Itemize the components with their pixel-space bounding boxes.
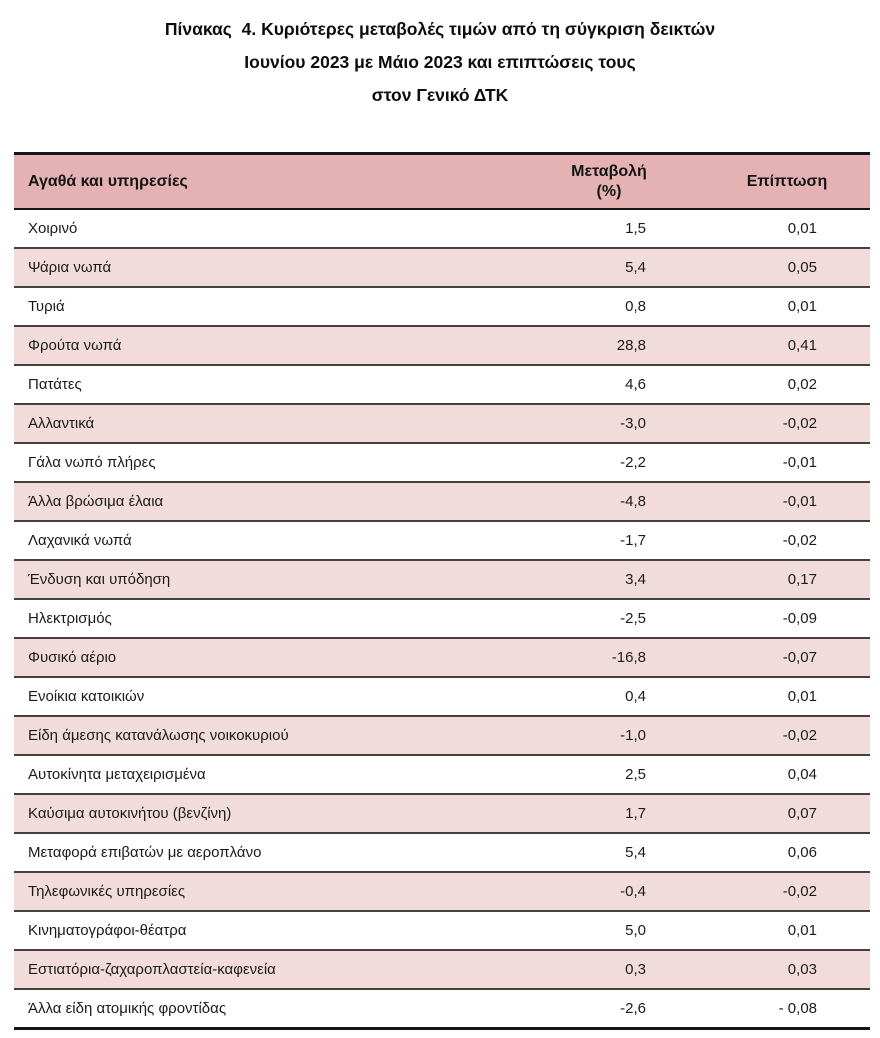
- column-header-impact: Επίπτωση: [746, 172, 828, 190]
- table-row: Λαχανικά νωπά -1,7 -0,02: [14, 521, 870, 560]
- table-body: Χοιρινό 1,5 0,01 Ψάρια νωπά 5,4 0,05 Τυρ…: [14, 209, 870, 1029]
- row-label: Άλλα βρώσιμα έλαια: [28, 493, 164, 510]
- row-impact: 0,04: [787, 766, 817, 783]
- row-change: -2,5: [620, 610, 646, 627]
- row-label: Ενοίκια κατοικιών: [28, 688, 145, 705]
- table-row: Πατάτες 4,6 0,02: [14, 365, 870, 404]
- table-row: Καύσιμα αυτοκινήτου (βενζίνη) 1,7 0,07: [14, 794, 870, 833]
- table-row: Άλλα είδη ατομικής φροντίδας -2,6 - 0,08: [14, 989, 870, 1029]
- table-row: Γάλα νωπό πλήρες -2,2 -0,01: [14, 443, 870, 482]
- row-impact: -0,01: [782, 493, 817, 510]
- row-label: Τυριά: [28, 298, 65, 315]
- row-change: 0,8: [625, 298, 646, 315]
- table-row: Εστιατόρια-ζαχαροπλαστεία-καφενεία 0,3 0…: [14, 950, 870, 989]
- table-row: Κινηματογράφοι-θέατρα 5,0 0,01: [14, 911, 870, 950]
- row-label: Ηλεκτρισμός: [28, 610, 112, 627]
- row-change: 5,4: [625, 844, 646, 861]
- table-row: Ενοίκια κατοικιών 0,4 0,01: [14, 677, 870, 716]
- row-label: Κινηματογράφοι-θέατρα: [28, 922, 187, 939]
- table-row: Αυτοκίνητα μεταχειρισμένα 2,5 0,04: [14, 755, 870, 794]
- row-change: 0,3: [625, 961, 646, 978]
- row-label: Φρούτα νωπά: [28, 337, 122, 354]
- row-change: -3,0: [620, 415, 646, 432]
- table-row: Φυσικό αέριο -16,8 -0,07: [14, 638, 870, 677]
- table-row: Τηλεφωνικές υπηρεσίες -0,4 -0,02: [14, 872, 870, 911]
- row-impact: 0,01: [787, 922, 817, 939]
- row-label: Είδη άμεσης κατανάλωσης νοικοκυριού: [28, 727, 289, 744]
- row-change: -2,6: [620, 1000, 646, 1017]
- row-label: Αλλαντικά: [28, 415, 95, 432]
- row-change: 28,8: [616, 337, 646, 354]
- row-impact: -0,09: [782, 610, 817, 627]
- row-impact: -0,07: [782, 649, 817, 666]
- title-line-2: Ιουνίου 2023 με Μάιο 2023 και επιπτώσεις…: [244, 52, 636, 72]
- table-row: Είδη άμεσης κατανάλωσης νοικοκυριού -1,0…: [14, 716, 870, 755]
- row-label: Άλλα είδη ατομικής φροντίδας: [28, 1000, 227, 1017]
- column-header-change-word: Μεταβολή: [571, 162, 647, 180]
- column-header-goods: Αγαθά και υπηρεσίες: [28, 172, 188, 190]
- row-label: Λαχανικά νωπά: [28, 532, 132, 549]
- table-row: Χοιρινό 1,5 0,01: [14, 209, 870, 248]
- row-impact: 0,17: [787, 571, 817, 588]
- row-label: Ένδυση και υπόδηση: [28, 571, 171, 588]
- row-label: Τηλεφωνικές υπηρεσίες: [28, 883, 186, 900]
- row-label: Γάλα νωπό πλήρες: [28, 454, 156, 471]
- row-label: Εστιατόρια-ζαχαροπλαστεία-καφενεία: [28, 961, 276, 978]
- row-change: -1,0: [620, 727, 646, 744]
- row-label: Ψάρια νωπά: [28, 259, 112, 276]
- row-impact: 0,05: [787, 259, 817, 276]
- row-change: 5,4: [625, 259, 646, 276]
- table-header-row: Αγαθά και υπηρεσίες Μεταβολή (%) Επίπτωση: [14, 153, 870, 210]
- page: { "title": { "line1": "Πίνακας 4. Κυριότ…: [0, 13, 880, 1038]
- row-impact: 0,03: [787, 961, 817, 978]
- column-header-change: Μεταβολή (%): [514, 154, 704, 210]
- row-change: 1,5: [625, 220, 646, 237]
- title-line-1: Πίνακας 4. Κυριότερες μεταβολές τιμών απ…: [164, 19, 716, 39]
- row-label: Πατάτες: [28, 376, 82, 393]
- table-row: Μεταφορά επιβατών με αεροπλάνο 5,4 0,06: [14, 833, 870, 872]
- row-impact: 0,07: [787, 805, 817, 822]
- row-impact: -0,02: [782, 415, 817, 432]
- price-changes-table: Αγαθά και υπηρεσίες Μεταβολή (%) Επίπτωση…: [14, 152, 870, 1030]
- row-change: -16,8: [611, 649, 646, 666]
- table-row: Ένδυση και υπόδηση 3,4 0,17: [14, 560, 870, 599]
- row-label: Μεταφορά επιβατών με αεροπλάνο: [28, 844, 262, 861]
- table-row: Ψάρια νωπά 5,4 0,05: [14, 248, 870, 287]
- row-change: 1,7: [625, 805, 646, 822]
- row-impact: 0,06: [787, 844, 817, 861]
- row-impact: -0,01: [782, 454, 817, 471]
- table-row: Τυριά 0,8 0,01: [14, 287, 870, 326]
- row-impact: -0,02: [782, 727, 817, 744]
- table-row: Άλλα βρώσιμα έλαια -4,8 -0,01: [14, 482, 870, 521]
- row-label: Καύσιμα αυτοκινήτου (βενζίνη): [28, 805, 232, 822]
- row-change: -0,4: [620, 883, 646, 900]
- row-change: 3,4: [625, 571, 646, 588]
- table-title: Πίνακας 4. Κυριότερες μεταβολές τιμών απ…: [0, 13, 880, 112]
- row-impact: -0,02: [782, 532, 817, 549]
- row-label: Αυτοκίνητα μεταχειρισμένα: [28, 766, 206, 783]
- row-label: Φυσικό αέριο: [28, 649, 117, 666]
- row-impact: 0,01: [787, 220, 817, 237]
- row-change: -4,8: [620, 493, 646, 510]
- title-line-3: στον Γενικό ΔΤΚ: [371, 85, 509, 105]
- row-impact: -0,02: [782, 883, 817, 900]
- row-impact: 0,01: [787, 298, 817, 315]
- row-change: -2,2: [620, 454, 646, 471]
- table-row: Φρούτα νωπά 28,8 0,41: [14, 326, 870, 365]
- row-impact: 0,41: [787, 337, 817, 354]
- column-header-change-unit: (%): [596, 182, 622, 200]
- row-label: Χοιρινό: [28, 220, 78, 237]
- row-change: -1,7: [620, 532, 646, 549]
- table-row: Αλλαντικά -3,0 -0,02: [14, 404, 870, 443]
- row-impact: 0,01: [787, 688, 817, 705]
- row-change: 5,0: [625, 922, 646, 939]
- row-impact: - 0,08: [778, 1000, 817, 1017]
- row-change: 0,4: [625, 688, 646, 705]
- row-impact: 0,02: [787, 376, 817, 393]
- row-change: 4,6: [625, 376, 646, 393]
- table-row: Ηλεκτρισμός -2,5 -0,09: [14, 599, 870, 638]
- row-change: 2,5: [625, 766, 646, 783]
